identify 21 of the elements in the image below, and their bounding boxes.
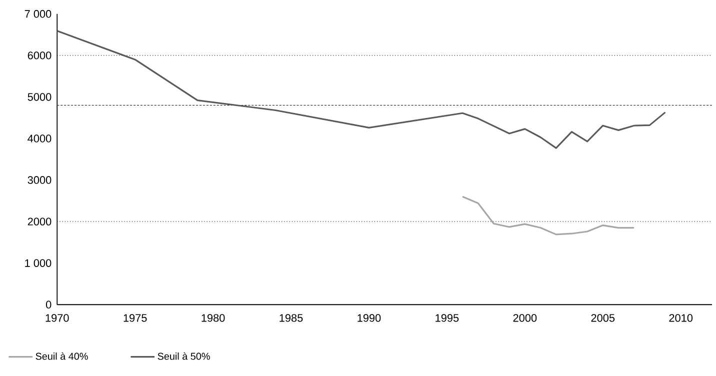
y-tick-label: 5000 bbox=[28, 93, 52, 101]
y-tick-label: 6000 bbox=[28, 52, 52, 60]
x-tick-label: 1995 bbox=[436, 314, 459, 322]
x-tick-label: 1985 bbox=[280, 314, 303, 322]
y-tick-label: 4000 bbox=[28, 134, 52, 142]
x-tick-label: 2010 bbox=[669, 314, 693, 322]
x-tick-label: 2005 bbox=[591, 314, 615, 322]
y-tick-label: 2000 bbox=[28, 218, 52, 226]
x-tick-label: 2000 bbox=[513, 314, 537, 322]
y-tick-label: 3000 bbox=[28, 176, 52, 184]
x-tick-label: 1980 bbox=[202, 314, 225, 322]
line-series bbox=[56, 30, 666, 149]
y-tick-label: 1 000 bbox=[25, 259, 52, 267]
legend-label: Seuil à 50% bbox=[158, 352, 210, 360]
x-tick-label: 1975 bbox=[124, 314, 147, 322]
x-tick-label: 1990 bbox=[358, 314, 381, 322]
x-tick-label: 1970 bbox=[46, 314, 69, 322]
legend-label: Seuil à 40% bbox=[36, 352, 88, 360]
line-series bbox=[462, 196, 635, 236]
y-tick-label: 0 bbox=[46, 300, 52, 308]
y-tick-label: 7 000 bbox=[24, 10, 52, 18]
